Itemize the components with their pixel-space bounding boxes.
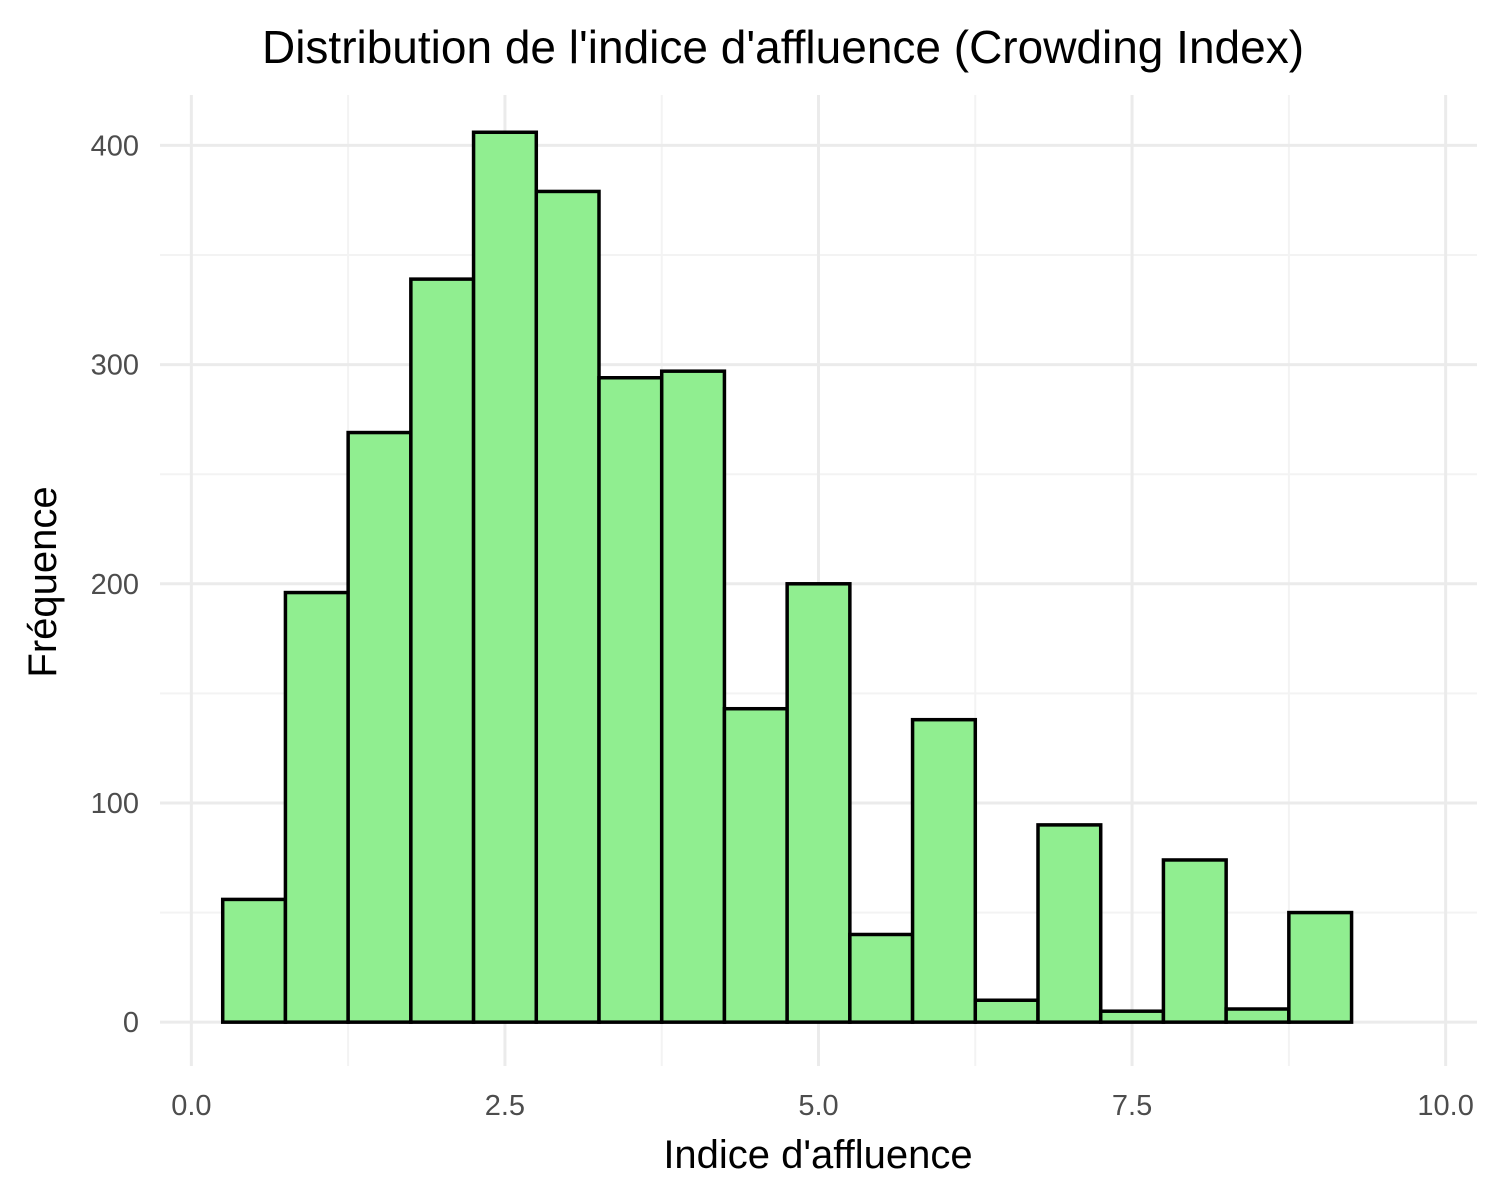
histogram-bar [659,369,727,1024]
histogram-bar [973,998,1040,1024]
x-axis-label: Indice d'affluence [663,1133,972,1177]
histogram-bar [1098,1009,1166,1024]
histogram-bar [1287,910,1354,1024]
histogram-bar [1161,858,1228,1024]
histogram-bar [597,376,664,1024]
x-axis-ticks: 0.0 2.5 5.0 7.5 10.0 [171,1090,1474,1122]
y-tick-label: 400 [91,130,139,162]
histogram-bar [220,897,288,1024]
x-tick-label: 10.0 [1417,1090,1473,1122]
x-tick-label: 5.0 [798,1090,838,1122]
x-tick-label: 0.0 [171,1090,211,1122]
histogram-bar [283,590,350,1024]
y-axis-label: Fréquence [21,486,65,677]
y-tick-label: 300 [91,350,139,382]
histogram-bar [534,189,601,1024]
x-tick-label: 7.5 [1112,1090,1152,1122]
x-tick-label: 2.5 [485,1090,525,1122]
histogram-bar [346,430,413,1024]
histogram-bar [848,932,915,1024]
histogram-bar [409,277,476,1024]
histogram-bar [722,706,789,1024]
chart-title: Distribution de l'indice d'affluence (Cr… [262,21,1304,73]
histogram-bar [1036,823,1103,1024]
y-tick-label: 0 [123,1007,139,1039]
histogram-bar [471,130,539,1024]
histogram-bar [910,717,978,1024]
y-tick-label: 100 [91,788,139,820]
y-axis-ticks: 0 100 200 300 400 [91,130,139,1039]
histogram-bar [1224,1007,1291,1024]
histogram-bars [220,130,1354,1024]
y-tick-label: 200 [91,569,139,601]
histogram-bar [785,582,852,1024]
